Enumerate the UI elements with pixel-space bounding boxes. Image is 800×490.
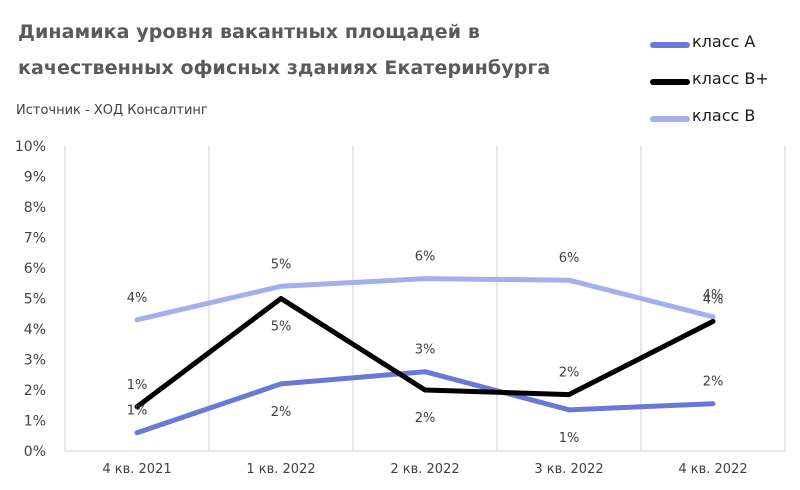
legend-label-class-b: класс В — [692, 106, 756, 125]
y-tick-label: 8% — [24, 200, 46, 216]
x-tick-label: 4 кв. 2021 — [102, 462, 171, 477]
data-label: 5% — [271, 257, 292, 272]
legend-label-class-b-plus: класс В+ — [692, 69, 769, 88]
y-tick-label: 4% — [24, 322, 46, 338]
data-label: 2% — [271, 405, 292, 420]
y-tick-label: 0% — [24, 444, 46, 460]
y-tick-label: 1% — [24, 414, 46, 430]
data-label: 6% — [559, 251, 580, 266]
series-line-1 — [134, 296, 716, 410]
series-line-2 — [134, 276, 716, 323]
data-label: 4% — [127, 291, 148, 306]
y-tick-label: 7% — [24, 231, 46, 247]
data-label: 5% — [271, 320, 292, 335]
y-tick-label: 3% — [24, 353, 46, 369]
y-tick-label: 5% — [24, 292, 46, 308]
data-label: 1% — [127, 378, 148, 393]
data-label: 1% — [127, 404, 148, 419]
legend-label-class-a: класс А — [692, 32, 756, 51]
x-tick-label: 3 кв. 2022 — [534, 462, 603, 477]
y-tick-label: 6% — [24, 261, 46, 277]
data-label: 1% — [559, 431, 580, 446]
data-label: 2% — [703, 375, 724, 390]
y-tick-label: 2% — [24, 383, 46, 399]
legend-swatch-class-a — [650, 42, 690, 48]
data-label: 4% — [703, 292, 724, 307]
legend-swatch-class-b-plus — [650, 79, 690, 85]
x-tick-label: 2 кв. 2022 — [390, 462, 459, 477]
y-tick-label: 9% — [24, 170, 46, 186]
data-label: 3% — [415, 343, 436, 358]
data-label: 4% — [703, 288, 724, 303]
data-label: 2% — [415, 411, 436, 426]
legend-swatch-class-b — [650, 116, 690, 122]
x-tick-label: 4 кв. 2022 — [678, 462, 747, 477]
series-line-0 — [134, 369, 716, 436]
chart-title: Динамика уровня вакантных площадей в кач… — [18, 21, 551, 79]
y-tick-label: 10% — [15, 139, 46, 155]
data-label: 2% — [559, 366, 580, 381]
x-tick-label: 1 кв. 2022 — [246, 462, 315, 477]
data-label: 6% — [415, 250, 436, 265]
chart-source: Источник - ХОД Консалтинг — [16, 103, 208, 118]
